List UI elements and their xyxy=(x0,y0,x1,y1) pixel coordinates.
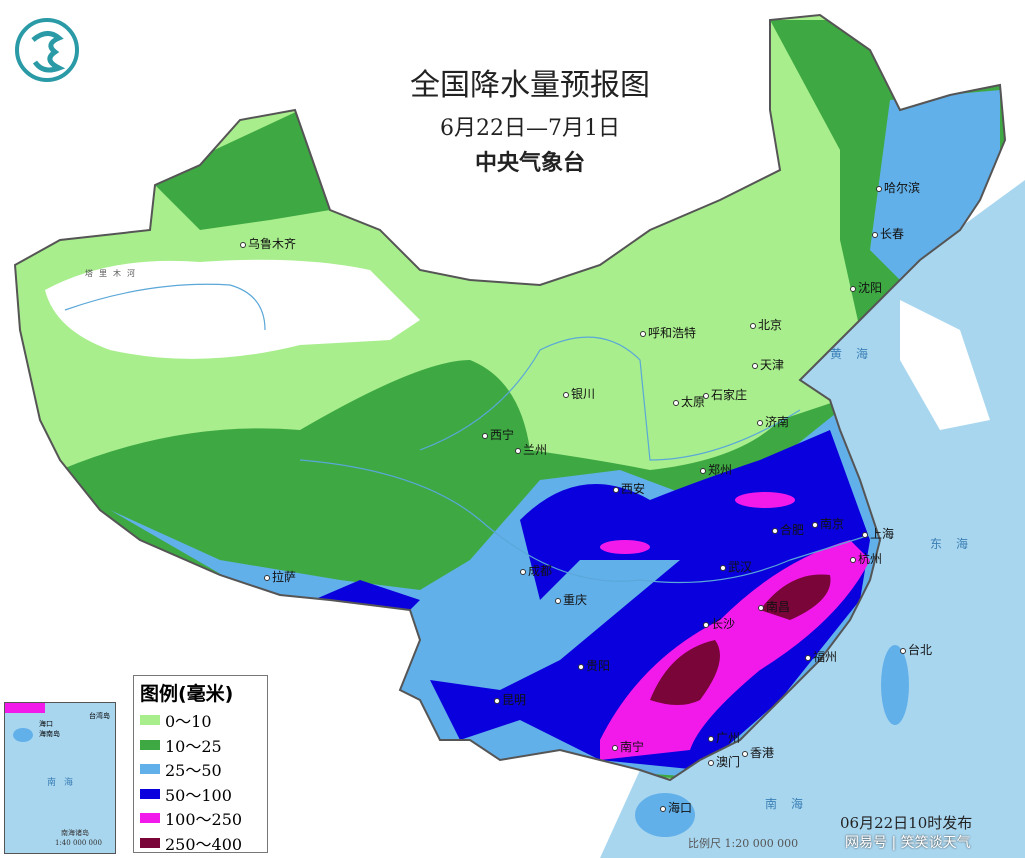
land-japan-korea xyxy=(900,300,990,430)
band-10-25-nw xyxy=(150,110,330,230)
sea-label-yellow: 黄海 xyxy=(830,347,883,361)
city-label: 兰州 xyxy=(515,441,547,458)
city-label: 长沙 xyxy=(703,615,735,632)
city-label: 呼和浩特 xyxy=(640,324,696,341)
city-label: 石家庄 xyxy=(703,386,747,403)
tarim-river xyxy=(64,283,266,331)
inset-label-hainan: 海南岛 xyxy=(39,730,60,738)
inset-title: 南海诸岛 xyxy=(61,829,89,837)
legend-label: 10～25 xyxy=(165,736,222,756)
city-label: 乌鲁木齐 xyxy=(240,235,296,252)
city-label: 南京 xyxy=(812,515,844,532)
yangtze-river xyxy=(299,459,871,584)
issued-time: 06月22日10时发布 xyxy=(840,814,973,832)
city-label: 西安 xyxy=(613,480,645,497)
date-range: 6月22日—7月1日 xyxy=(440,116,620,141)
city-label: 南昌 xyxy=(758,598,790,615)
city-label: 合肥 xyxy=(772,521,804,538)
city-label: 贵阳 xyxy=(578,657,610,674)
city-label: 沈阳 xyxy=(850,279,882,296)
city-label: 南宁 xyxy=(612,738,644,755)
band-50-100 xyxy=(430,430,870,770)
city-label: 北京 xyxy=(750,316,782,333)
legend-label: 100～250 xyxy=(165,810,243,830)
city-label: 澳门 xyxy=(708,753,740,770)
legend-swatch xyxy=(140,837,160,848)
legend-item: 250～400 xyxy=(140,831,261,856)
legend-swatch xyxy=(140,788,160,799)
city-label: 海口 xyxy=(660,799,692,816)
city-label: 广州 xyxy=(708,729,740,746)
legend-title: 图例(毫米) xyxy=(140,683,234,705)
map-title: 全国降水量预报图 xyxy=(410,68,650,103)
city-label: 武汉 xyxy=(720,558,752,575)
legend-item: 100～250 xyxy=(140,806,261,831)
city-label: 哈尔滨 xyxy=(876,179,920,196)
legend-label: 25～50 xyxy=(165,761,222,781)
band-dry-white xyxy=(45,259,420,359)
map-scale: 比例尺 1:20 000 000 xyxy=(688,837,799,850)
inset-rain xyxy=(5,703,45,713)
city-label: 西宁 xyxy=(482,426,514,443)
legend-swatch xyxy=(140,764,160,775)
city-label: 太原 xyxy=(673,393,705,410)
legend-label: 250～400 xyxy=(165,834,243,854)
band-100-250-mid xyxy=(600,540,650,554)
sea-label-south: 南海 xyxy=(765,797,818,811)
city-label: 杭州 xyxy=(850,550,882,567)
city-label: 天津 xyxy=(752,356,784,373)
cma-logo xyxy=(15,18,79,82)
inset-sea-label: 南海 xyxy=(47,778,82,788)
city-label: 福州 xyxy=(805,648,837,665)
legend: 图例(毫米) 0～10 10～25 25～50 50～100 100～250 250～40… xyxy=(133,675,268,856)
legend-label: 50～100 xyxy=(165,785,232,805)
city-label: 银川 xyxy=(563,385,595,402)
band-100-250-east xyxy=(735,492,795,508)
south-china-sea-inset: 海口 海南岛 台湾岛 南海 南海诸岛 1:40 000 000 xyxy=(4,702,116,854)
city-label: 昆明 xyxy=(494,691,526,708)
legend-swatch xyxy=(140,813,160,824)
legend-swatch xyxy=(140,715,160,726)
city-label: 上海 xyxy=(862,525,894,542)
city-label: 香港 xyxy=(742,744,774,761)
sea-label-east: 东海 xyxy=(930,537,983,551)
legend-item: 50～100 xyxy=(140,782,261,807)
legend-item: 25～50 xyxy=(140,757,261,782)
issuer: 中央气象台 xyxy=(474,151,585,176)
taiwan-island xyxy=(881,645,909,725)
legend-item: 10～25 xyxy=(140,733,261,758)
legend-swatch xyxy=(140,739,160,750)
yellow-river xyxy=(419,336,801,461)
city-label: 郑州 xyxy=(700,461,732,478)
city-label: 拉萨 xyxy=(264,568,296,585)
city-label: 台北 xyxy=(900,641,932,658)
city-label: 济南 xyxy=(757,413,789,430)
city-label: 长春 xyxy=(872,225,904,242)
watermark: 网易号 | 笑笑谈天气 xyxy=(845,835,971,851)
inset-scale: 1:40 000 000 xyxy=(55,839,102,847)
inset-label-haikou: 海口 xyxy=(39,720,53,728)
legend-item: 0～10 xyxy=(140,708,261,733)
city-label: 成都 xyxy=(520,562,552,579)
city-label: 重庆 xyxy=(555,591,587,608)
inset-hainan xyxy=(13,728,33,742)
inset-label-taiwan: 台湾岛 xyxy=(89,712,110,720)
river-label-tarim: 塔里木河 xyxy=(85,269,141,278)
legend-label: 0～10 xyxy=(165,712,212,732)
